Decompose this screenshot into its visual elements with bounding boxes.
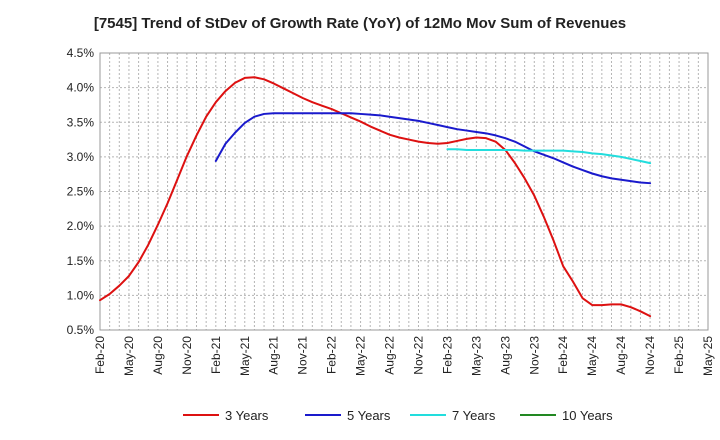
x-tick-label: Aug-21: [267, 336, 281, 375]
x-tick-label: Feb-23: [440, 336, 454, 374]
legend-label: 5 Years: [347, 408, 391, 423]
y-tick-label: 0.5%: [67, 323, 95, 337]
x-tick-label: May-25: [701, 336, 715, 376]
x-tick-label: Nov-23: [527, 336, 541, 375]
x-tick-label: Nov-20: [180, 336, 194, 375]
series-lines: [99, 76, 652, 318]
x-tick-label: Nov-22: [411, 336, 425, 375]
legend-label: 7 Years: [452, 408, 496, 423]
y-tick-label: 1.5%: [67, 254, 95, 268]
x-tick-label: Feb-20: [93, 336, 107, 374]
chart-title: [7545] Trend of StDev of Growth Rate (Yo…: [94, 15, 626, 32]
x-tick-label: Aug-24: [614, 336, 628, 375]
x-tick-label: Feb-24: [556, 336, 570, 374]
legend-label: 10 Years: [562, 408, 613, 423]
x-tick-label: Aug-20: [151, 336, 165, 375]
x-tick-label: May-20: [122, 336, 136, 376]
x-tick-label: May-22: [354, 336, 368, 376]
y-axis: 0.5% 1.0% 1.5% 2.0% 2.5% 3.0% 3.5% 4.0% 4.5%: [67, 46, 95, 337]
legend-label: 3 Years: [225, 408, 269, 423]
x-tick-label: Aug-22: [383, 336, 397, 375]
x-tick-label: Nov-24: [643, 336, 657, 375]
x-tick-label: May-21: [238, 336, 252, 376]
y-tick-label: 3.0%: [67, 150, 95, 164]
x-axis: Feb-20 May-20 Aug-20 Nov-20 Feb-21 May-21 Aug-…: [93, 336, 715, 376]
x-tick-label: Feb-22: [325, 336, 339, 374]
series-line-5-years: [214, 112, 652, 185]
series-line-7-years: [446, 148, 652, 165]
x-tick-label: Feb-21: [209, 336, 223, 374]
x-tick-label: Feb-25: [672, 336, 686, 374]
y-tick-label: 1.0%: [67, 288, 95, 302]
series-line-3-years: [99, 76, 652, 318]
grid: [99, 52, 709, 331]
y-tick-label: 3.5%: [67, 115, 95, 129]
y-tick-label: 4.0%: [67, 81, 95, 95]
y-tick-label: 2.0%: [67, 219, 95, 233]
legend: 3 Years 5 Years 7 Years 10 Years: [183, 408, 613, 423]
x-tick-label: May-24: [585, 336, 599, 376]
y-tick-label: 4.5%: [67, 46, 95, 60]
x-tick-label: May-23: [469, 336, 483, 376]
plot-area: [99, 52, 709, 331]
x-tick-label: Aug-23: [498, 336, 512, 375]
y-tick-label: 2.5%: [67, 185, 95, 199]
x-tick-label: Nov-21: [296, 336, 310, 375]
